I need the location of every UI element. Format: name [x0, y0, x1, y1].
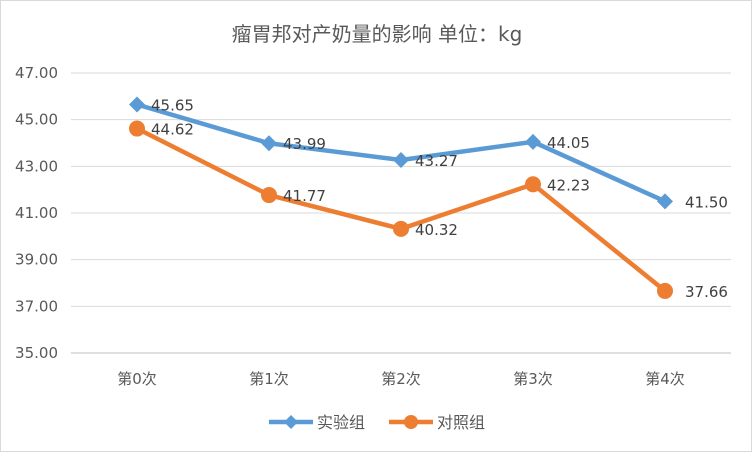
y-axis: 35.00 37.00 39.00 41.00 43.00 45.00 47.00	[15, 64, 58, 362]
data-point-marker	[261, 135, 277, 152]
legend-marker	[284, 415, 298, 429]
chart-title: 瘤胃邦对产奶量的影响 单位：kg	[232, 22, 523, 46]
data-label: 43.99	[283, 135, 326, 153]
data-label: 44.62	[151, 121, 194, 139]
legend-marker	[404, 415, 418, 429]
data-label: 40.32	[415, 221, 458, 239]
data-point-marker	[525, 133, 541, 150]
legend-label: 对照组	[437, 413, 485, 432]
data-point-marker	[129, 120, 145, 137]
data-point-marker	[657, 193, 673, 210]
x-tick-label: 第2次	[381, 370, 421, 388]
y-tick-label: 35.00	[15, 344, 58, 362]
data-point-marker	[261, 187, 277, 204]
data-label: 42.23	[547, 176, 590, 194]
data-label: 43.27	[415, 152, 458, 170]
x-tick-label: 第3次	[513, 370, 553, 388]
data-label: 41.50	[685, 193, 728, 211]
y-tick-label: 47.00	[15, 64, 58, 82]
data-label: 37.66	[685, 283, 728, 301]
y-tick-label: 45.00	[15, 111, 58, 129]
x-tick-label: 第0次	[117, 370, 157, 388]
data-point-marker	[129, 96, 145, 113]
data-point-marker	[525, 176, 541, 193]
y-tick-label: 41.00	[15, 204, 58, 222]
data-point-marker	[393, 220, 409, 237]
x-tick-label: 第4次	[645, 370, 685, 388]
x-axis: 第0次 第1次 第2次 第3次 第4次	[117, 370, 685, 388]
data-label: 41.77	[283, 187, 326, 205]
data-point-marker	[657, 282, 673, 299]
data-label: 44.05	[547, 134, 590, 152]
legend: 实验组 对照组	[269, 413, 485, 432]
x-tick-label: 第1次	[249, 370, 289, 388]
y-tick-label: 43.00	[15, 157, 58, 175]
y-tick-label: 39.00	[15, 251, 58, 269]
y-tick-label: 37.00	[15, 297, 58, 315]
data-label: 45.65	[151, 97, 194, 115]
legend-label: 实验组	[317, 413, 365, 432]
series-group: 45.65 43.99 43.27 44.05 41.50 44.62 41.77 40.32…	[129, 96, 728, 301]
data-point-marker	[393, 152, 409, 169]
